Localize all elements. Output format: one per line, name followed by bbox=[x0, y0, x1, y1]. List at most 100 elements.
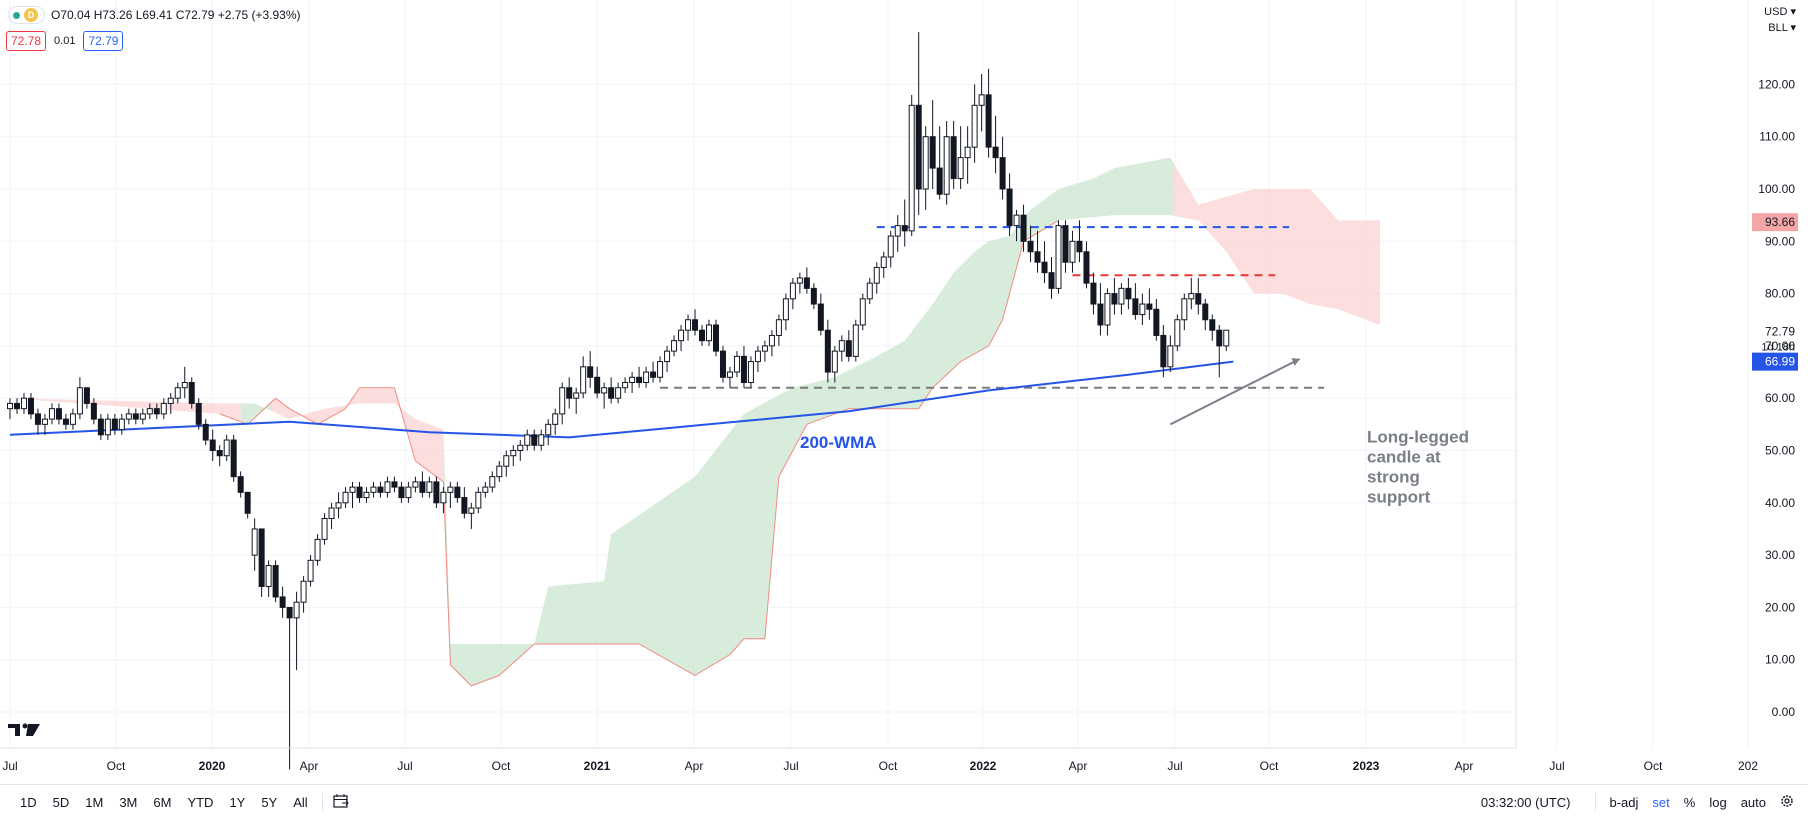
candle bbox=[223, 434, 230, 461]
candle-body-up bbox=[538, 434, 545, 446]
annotation-line: Long-legged bbox=[1367, 428, 1469, 447]
timeframe-buttons: 1D 5D 1M 3M 6M YTD 1Y 5Y All bbox=[12, 795, 316, 810]
utc-clock[interactable]: 03:32:00 (UTC) bbox=[1480, 794, 1571, 810]
candle bbox=[251, 518, 258, 571]
candle bbox=[657, 356, 664, 383]
log-scale-toggle[interactable]: log bbox=[1709, 794, 1727, 810]
timeframe-6m[interactable]: 6M bbox=[153, 794, 172, 810]
timeframe-ytd[interactable]: YTD bbox=[187, 794, 214, 810]
candle-body-up bbox=[342, 491, 349, 504]
candle bbox=[468, 502, 475, 529]
candle bbox=[265, 560, 272, 597]
candle bbox=[328, 502, 335, 529]
candle-body-up bbox=[908, 104, 915, 232]
candle-body-down bbox=[209, 439, 216, 452]
candle bbox=[13, 398, 20, 414]
ask-price[interactable]: 72.79 bbox=[83, 31, 124, 51]
candle bbox=[461, 487, 468, 519]
candle-body-up bbox=[139, 413, 146, 420]
candle-body-down bbox=[1076, 240, 1083, 253]
candle bbox=[160, 398, 167, 420]
divider bbox=[321, 793, 323, 811]
candle-body-down bbox=[377, 486, 384, 493]
candle bbox=[831, 345, 838, 383]
candle bbox=[356, 481, 363, 503]
candle-body-up bbox=[943, 136, 950, 195]
candle-body-up bbox=[300, 580, 307, 603]
timeframe-1y[interactable]: 1Y bbox=[229, 794, 246, 810]
date-range-calendar-icon[interactable] bbox=[333, 793, 349, 811]
candle-body-up bbox=[146, 408, 153, 415]
bull-cloud bbox=[240, 401, 273, 425]
gear-icon[interactable] bbox=[1780, 794, 1794, 811]
currency-unit-selector[interactable]: USD ▾ BLL ▾ bbox=[1764, 4, 1796, 36]
percent-scale-toggle[interactable]: % bbox=[1683, 794, 1696, 810]
candle bbox=[1020, 204, 1027, 252]
candle bbox=[817, 293, 824, 336]
candle-body-down bbox=[1125, 287, 1132, 300]
bid-price[interactable]: 72.78 bbox=[6, 31, 47, 51]
candle-body-up bbox=[1223, 329, 1230, 347]
candle-body-down bbox=[188, 382, 195, 404]
candle-body-down bbox=[237, 476, 244, 493]
candle bbox=[174, 382, 181, 404]
currency-label: USD bbox=[1764, 6, 1788, 18]
candle-body-up bbox=[370, 486, 377, 493]
timeframe-5d[interactable]: 5D bbox=[52, 794, 70, 810]
candle bbox=[678, 324, 685, 352]
candle bbox=[796, 272, 803, 294]
candle-body-up bbox=[775, 319, 782, 336]
scale-controls: 03:32:00 (UTC) b-adj set % log auto bbox=[1481, 785, 1794, 819]
candle bbox=[111, 413, 118, 435]
candle bbox=[901, 199, 908, 247]
candle bbox=[314, 534, 321, 566]
settlement-toggle[interactable]: set bbox=[1652, 794, 1670, 810]
candle-body-up bbox=[622, 382, 629, 389]
candle-body-up bbox=[580, 366, 587, 394]
candle bbox=[412, 476, 419, 493]
candle bbox=[747, 356, 754, 388]
candle-body-up bbox=[657, 361, 664, 378]
candle-body-down bbox=[13, 402, 20, 410]
candle bbox=[1090, 272, 1097, 315]
candle bbox=[83, 387, 90, 409]
candle-body-up bbox=[125, 413, 132, 420]
candle bbox=[915, 32, 922, 216]
annotation-arrow bbox=[1169, 358, 1301, 426]
candle-body-down bbox=[1006, 188, 1013, 227]
x-tick-label: 2021 bbox=[584, 759, 611, 773]
timeframe-3m[interactable]: 3M bbox=[119, 794, 138, 810]
candle bbox=[1006, 173, 1013, 237]
tradingview-logo-icon[interactable] bbox=[8, 722, 42, 743]
candle bbox=[887, 230, 894, 268]
candle bbox=[230, 434, 237, 482]
bear-cloud bbox=[1173, 163, 1380, 325]
timeframe-all[interactable]: All bbox=[293, 794, 308, 810]
b-adj-toggle[interactable]: b-adj bbox=[1609, 794, 1639, 810]
timeframe-1m[interactable]: 1M bbox=[85, 794, 104, 810]
candle-body-down bbox=[1153, 308, 1160, 336]
candle-body-down bbox=[153, 408, 160, 415]
candle bbox=[929, 100, 936, 189]
auto-scale-toggle[interactable]: auto bbox=[1740, 794, 1766, 810]
timeframe-5y[interactable]: 5Y bbox=[261, 794, 278, 810]
candle bbox=[286, 606, 293, 770]
candle bbox=[20, 392, 27, 414]
symbol-status-pill[interactable]: D bbox=[8, 6, 45, 24]
x-tick-label: 2022 bbox=[970, 759, 997, 773]
candle-body-down bbox=[1097, 303, 1104, 326]
candle-body-up bbox=[489, 476, 496, 488]
candle-body-up bbox=[978, 94, 985, 106]
candle bbox=[132, 408, 139, 425]
timeframe-1d[interactable]: 1D bbox=[20, 794, 37, 810]
candle bbox=[985, 68, 992, 158]
candle-body-up bbox=[328, 507, 335, 519]
candle-body-down bbox=[132, 413, 139, 420]
candle bbox=[41, 413, 48, 435]
candle-body-down bbox=[433, 481, 440, 504]
bull-cloud bbox=[443, 157, 1174, 686]
x-tick-label: Oct bbox=[492, 759, 511, 773]
chevron-down-icon: ▾ bbox=[1790, 6, 1796, 18]
